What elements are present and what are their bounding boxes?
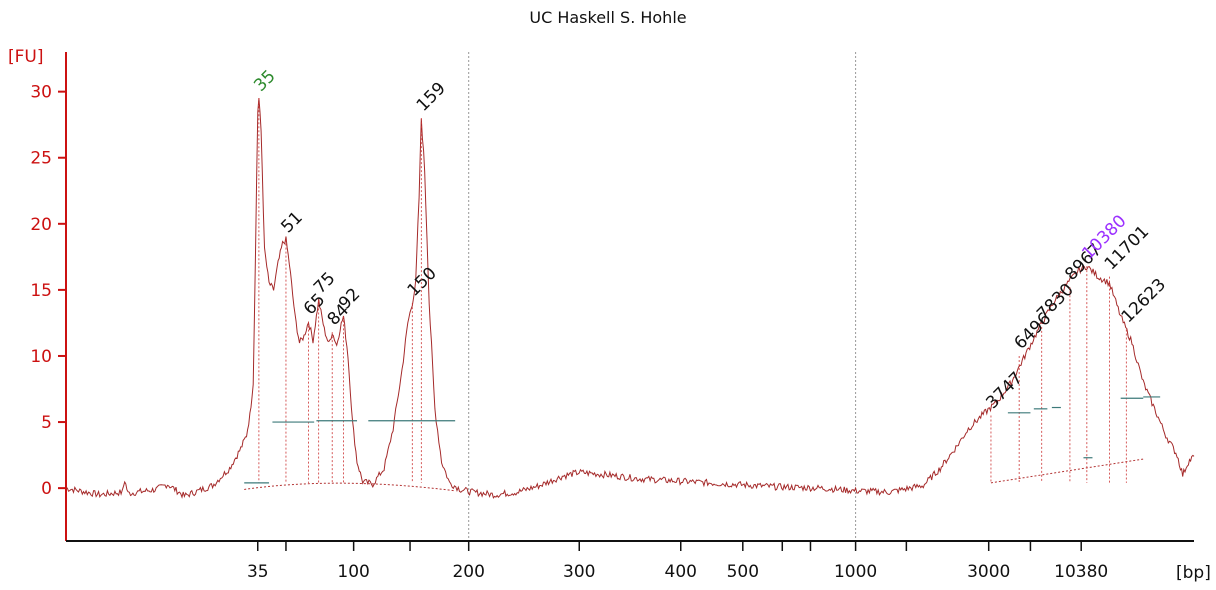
y-tick-label-30: 30 xyxy=(30,83,52,103)
y-tick-label-0: 0 xyxy=(41,479,52,499)
baseline-small xyxy=(244,482,456,492)
peak-label-159: 159 xyxy=(413,79,450,116)
chart-title: UC Haskell S. Hohle xyxy=(529,8,687,27)
peak-label-3747: 3747 xyxy=(982,368,1027,413)
y-axis-label: [FU] xyxy=(8,47,44,67)
baseline-large xyxy=(990,458,1144,484)
x-tick-label-1000: 1000 xyxy=(834,562,877,582)
x-tick-label-200: 200 xyxy=(452,562,484,582)
y-tick-label-25: 25 xyxy=(30,149,52,169)
x-tick-label-100: 100 xyxy=(337,562,369,582)
y-tick-label-20: 20 xyxy=(30,215,52,235)
x-tick-label-300: 300 xyxy=(563,562,595,582)
x-tick-label-3000: 3000 xyxy=(967,562,1010,582)
peak-label-12623: 12623 xyxy=(1118,275,1170,327)
electropherogram-trace xyxy=(65,97,1195,499)
y-tick-label-5: 5 xyxy=(41,413,52,433)
peak-label-35: 35 xyxy=(250,66,279,95)
peak-label-51: 51 xyxy=(277,208,306,237)
peak-label-150: 150 xyxy=(404,264,441,301)
y-tick-label-15: 15 xyxy=(30,281,52,301)
peak-label-7830: 7830 xyxy=(1033,280,1078,325)
x-tick-label-400: 400 xyxy=(665,562,697,582)
x-tick-label-35: 35 xyxy=(247,562,269,582)
x-tick-label-10380: 10380 xyxy=(1054,562,1108,582)
x-axis-label: [bp] xyxy=(1176,563,1211,583)
y-tick-label-10: 10 xyxy=(30,347,52,367)
x-tick-label-500: 500 xyxy=(727,562,759,582)
